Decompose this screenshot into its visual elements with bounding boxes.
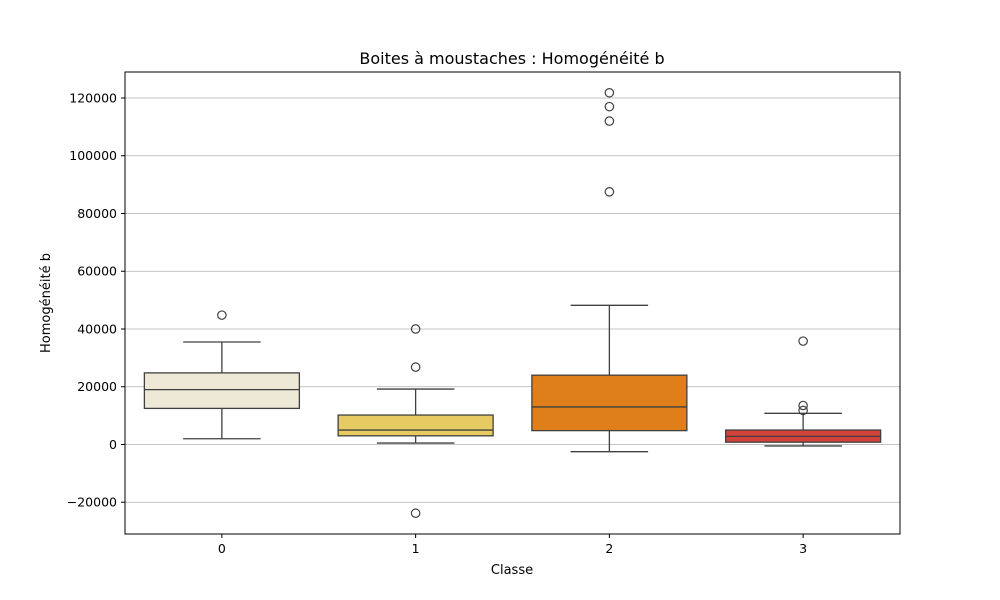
outlier-point (410, 508, 421, 519)
box-group-2 (531, 87, 688, 453)
x-axis-label: Classe (491, 563, 533, 578)
y-tick-label: 0 (109, 437, 117, 452)
box-group-3 (724, 336, 882, 447)
outlier-point (410, 362, 421, 372)
outlier-point (604, 87, 615, 98)
box-group-1 (337, 324, 494, 519)
x-tick-label: 3 (799, 541, 807, 556)
y-tick-label: 120000 (69, 90, 117, 105)
outlier-point (798, 336, 808, 346)
outlier-point (410, 324, 421, 334)
x-tick-label: 1 (412, 541, 420, 556)
box-series (143, 87, 882, 519)
outlier-point (604, 116, 615, 126)
outlier-point (604, 101, 615, 112)
y-tick-label: −20000 (67, 495, 117, 510)
y-axis-label: Homogénéité b (39, 253, 54, 353)
y-tick-label: 100000 (69, 148, 117, 163)
outlier-point (604, 187, 615, 197)
y-tick-label: 40000 (77, 321, 117, 336)
x-tick-label: 0 (218, 541, 226, 556)
box-group-0 (143, 310, 301, 440)
y-axis-ticks: −20000 0 20000 40000 60000 80000 100000 120000 (67, 90, 125, 510)
y-tick-label: 20000 (77, 379, 117, 394)
y-tick-label: 80000 (77, 206, 117, 221)
x-axis-ticks: 0 1 2 3 (218, 534, 807, 556)
plot-frame (124, 71, 901, 535)
iqr-box (337, 414, 494, 437)
outlier-point (217, 310, 227, 320)
outlier-point (798, 400, 808, 411)
iqr-box (143, 372, 301, 410)
y-tick-label: 60000 (77, 264, 117, 279)
x-tick-label: 2 (605, 541, 613, 556)
outlier-point (798, 405, 808, 416)
chart-title: Boites à moustaches : Homogénéité b (359, 49, 664, 68)
iqr-box (531, 374, 688, 432)
